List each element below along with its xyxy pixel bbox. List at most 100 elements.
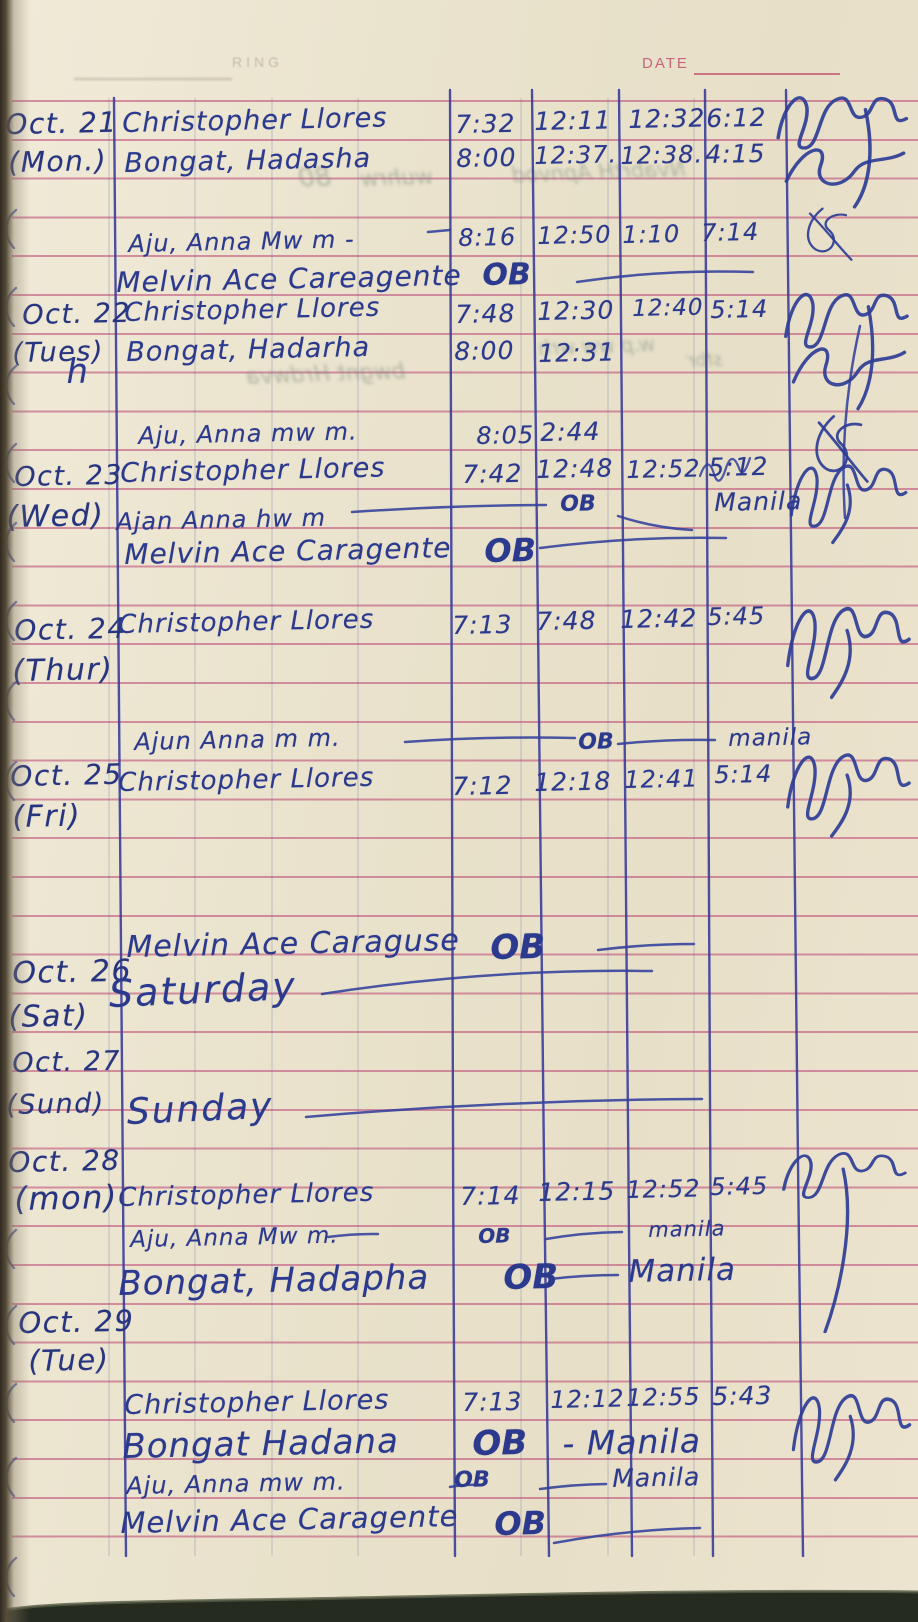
printed-column-line xyxy=(194,98,196,1556)
date-text: Oct. 29 xyxy=(18,1303,135,1340)
name-text: Aju, Anna Mw m. xyxy=(130,1222,339,1253)
printed-column-line xyxy=(607,98,609,1556)
name-text: Christopher Llores xyxy=(118,1177,375,1213)
name-text: Christopher Llores xyxy=(122,102,388,139)
time-text: 12:50 xyxy=(537,220,612,250)
time-text: 7:42 xyxy=(462,458,523,489)
time-text: 12:30 xyxy=(537,295,615,326)
time-text: 7:13 xyxy=(462,1386,523,1417)
time-text: 5:45 xyxy=(707,601,766,631)
time-text: 12:52 xyxy=(626,1174,701,1204)
note-text: Manila xyxy=(628,1251,737,1290)
ob-text: OB xyxy=(578,729,615,755)
time-text: 5:14 xyxy=(710,294,769,324)
note-text: Manila xyxy=(612,1462,701,1493)
time-text: 7:12 xyxy=(452,770,513,801)
name-text: Aju, Anna mw m. xyxy=(126,1467,346,1500)
name-text: Aju, Anna Mw m - xyxy=(128,225,355,258)
ob-text: OB xyxy=(503,1256,559,1298)
ob-text: OB xyxy=(490,926,546,968)
bleed-through-watermark: RING xyxy=(232,54,283,70)
ob-text: OB xyxy=(454,1467,491,1493)
time-text: 12:41 xyxy=(624,764,699,794)
name-text: Christopher Llores xyxy=(118,604,375,640)
bleed-through-text: sfbr xyxy=(687,349,723,372)
time-text: 8:16 xyxy=(458,222,517,252)
time-text: 6:12 xyxy=(706,102,767,133)
name-text: Melvin Ace Caraguse xyxy=(126,923,461,965)
note-text: Manila xyxy=(714,486,803,517)
time-text: 12:31 xyxy=(538,337,616,368)
weekend-text: Saturday xyxy=(108,963,298,1016)
note-text: - Manila xyxy=(562,1421,702,1463)
time-text: 5:14 xyxy=(714,759,773,789)
time-text: 2:44 xyxy=(540,416,601,447)
printed-column-line xyxy=(357,98,359,1556)
ob-text: OB xyxy=(478,1223,511,1248)
name-text: Christopher Llores xyxy=(124,1384,390,1421)
time-text: 12:52 xyxy=(626,454,701,484)
time-text: 8:00 xyxy=(456,142,517,173)
bleed-through-line xyxy=(74,78,232,80)
date-blank-line xyxy=(694,73,840,75)
time-text: 12:32 xyxy=(628,103,706,134)
note-text: manila xyxy=(648,1216,726,1242)
printed-column-line xyxy=(693,98,695,1556)
name-text: Christopher Llores xyxy=(120,452,386,489)
time-text: 12:42 xyxy=(620,603,698,634)
name-text: Bongat Hadana xyxy=(122,1421,400,1467)
time-text: 12:48 xyxy=(536,453,614,484)
book-spine-shadow xyxy=(0,0,30,1622)
time-text: 7:14 xyxy=(460,1180,521,1211)
printed-column-line xyxy=(108,98,110,1556)
ob-text: OB xyxy=(494,1503,547,1543)
table-surface-shape xyxy=(0,1591,918,1622)
time-text: 5:45 xyxy=(710,1171,769,1201)
ob-text: OB xyxy=(482,256,532,293)
mark-text: h xyxy=(66,351,89,392)
name-text: Melvin Ace Caragente xyxy=(124,531,452,571)
printed-column-line xyxy=(271,98,273,1556)
time-text: 12:18 xyxy=(534,766,612,797)
printed-column-line xyxy=(520,98,522,1556)
name-text: Aju, Anna mw m. xyxy=(138,417,358,450)
date-label: DATE xyxy=(642,55,689,72)
day-text: (Tue) xyxy=(28,1342,110,1378)
time-text: 8:00 xyxy=(454,335,515,366)
name-text: Christopher Llores xyxy=(118,762,375,798)
page-bottom-edge xyxy=(0,1589,918,1613)
name-text: Bongat, Hadarha xyxy=(126,331,371,368)
time-text: 12:40 xyxy=(632,294,704,322)
time-text: 1:10 xyxy=(622,219,681,249)
date-text: Oct. 23 xyxy=(14,459,124,493)
weekend-text: Sunday xyxy=(126,1085,275,1133)
time-text: 8:05 xyxy=(476,420,535,450)
time-text: 12:37. xyxy=(534,140,618,170)
time-text: 12:15 xyxy=(538,1176,616,1207)
time-text: 12:12 xyxy=(550,1384,625,1414)
ob-text: OB xyxy=(560,491,597,517)
name-text: Bongat, Hadapha xyxy=(118,1257,430,1304)
date-text: Oct. 24 xyxy=(14,611,128,647)
time-text: 4:15 xyxy=(705,138,766,169)
ruled-lines xyxy=(12,100,918,1552)
time-text: 7:14 xyxy=(701,217,760,247)
ob-text: OB xyxy=(484,530,537,570)
name-text: Christopher Llores xyxy=(124,292,381,328)
time-text: 12:11 xyxy=(534,105,612,136)
name-text: Melvin Ace Caragente xyxy=(120,1498,459,1540)
time-text: 5:12 xyxy=(708,451,769,482)
ob-text: OB xyxy=(472,1422,528,1464)
note-text: manila xyxy=(728,724,813,752)
date-text: Oct. 22 xyxy=(22,297,132,331)
time-text: 7:13 xyxy=(452,609,513,640)
time-text: 7:48 xyxy=(455,298,516,329)
time-text: 12:55 xyxy=(626,1382,701,1412)
time-text: 7:32 xyxy=(455,108,516,139)
time-text: 7:48 xyxy=(536,605,597,636)
time-text: 12:38. xyxy=(620,140,704,170)
name-text: Ajun Anna m m. xyxy=(134,723,341,756)
name-text: Ajan Anna hw m xyxy=(116,503,327,536)
name-text: Bongat, Hadasha xyxy=(124,142,372,179)
